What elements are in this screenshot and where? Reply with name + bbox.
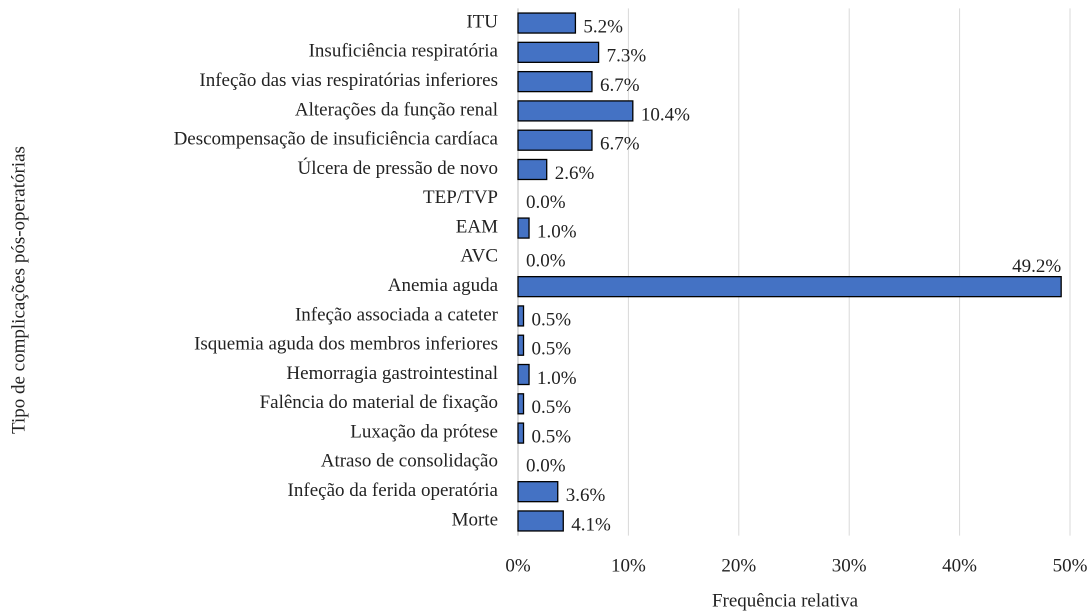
y-tick-label: Úlcera de pressão de novo [298,157,498,179]
data-label: 10.4% [641,104,690,125]
y-tick-label: Infeção das vias respiratórias inferiore… [199,70,498,91]
data-label: 0.0% [526,456,566,477]
data-label: 0.5% [532,426,572,447]
data-label: 6.7% [600,134,640,155]
y-tick-label: Alterações da função renal [295,99,498,120]
data-label: 6.7% [600,75,640,96]
bar [517,70,593,93]
y-tick-label: Descompensação de insuficiência cardíaca [174,129,499,150]
data-label: 0.0% [526,192,566,213]
y-tick-label: TEP/TVP [423,187,498,208]
data-label: 0.5% [532,339,572,360]
y-tick-label: Luxação da prótese [350,421,498,442]
y-tick-label: Falência do material de fixação [260,392,498,413]
x-tick-label: 40% [942,555,977,576]
data-label: 2.6% [555,163,595,184]
bar [517,363,530,386]
bar [517,12,577,34]
data-label: 0.5% [532,309,572,330]
data-label: 1.0% [537,221,577,242]
x-tick-label: 50% [1053,555,1088,576]
bar [517,217,530,239]
y-tick-label: Infeção associada a cateter [295,304,499,325]
y-axis-label: Tipo de complicações pós-operatórias [8,146,29,434]
data-label: 3.6% [566,485,606,506]
x-tick-label: 10% [611,555,646,576]
data-label: 5.2% [583,16,623,37]
bar [517,100,634,122]
bar [517,481,559,503]
y-tick-label: Anemia aguda [388,275,499,296]
x-tick-label: 0% [505,555,531,576]
x-axis-label: Frequência relativa [712,590,859,611]
bar [517,275,1062,298]
data-label: 7.3% [607,46,647,67]
data-label: 4.1% [571,514,611,535]
bar [517,393,525,415]
bar [517,129,593,151]
y-tick-label: Morte [452,509,498,530]
data-label: 1.0% [537,368,577,389]
data-label: 0.0% [526,251,566,272]
bar [517,158,548,181]
x-tick-label: 20% [721,555,756,576]
bar [517,334,525,356]
y-tick-label: Hemorragia gastrointestinal [286,363,498,384]
y-tick-label: AVC [460,246,498,267]
y-tick-label: EAM [456,216,498,237]
y-tick-label: Atraso de consolidação [321,451,498,472]
x-tick-label: 30% [832,555,867,576]
y-tick-label: Insuficiência respiratória [309,41,499,62]
bar [517,41,600,63]
data-label: 49.2% [1012,256,1061,277]
y-tick-label: Isquemia aguda dos membros inferiores [194,334,498,355]
y-tick-label: ITU [466,11,498,32]
bar [517,510,564,532]
bar [517,305,525,327]
data-label: 0.5% [532,397,572,418]
y-tick-label: Infeção da ferida operatória [288,480,499,501]
bar [517,422,525,444]
